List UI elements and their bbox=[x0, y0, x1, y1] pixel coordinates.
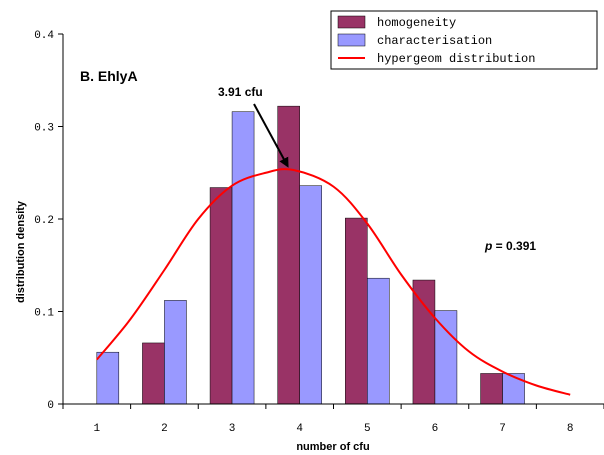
bar-characterisation-5 bbox=[367, 277, 390, 405]
y-tick-label: 0 bbox=[47, 400, 54, 412]
bar-homogeneity-7 bbox=[480, 373, 503, 405]
p-value-annotation: p = 0.391 bbox=[484, 239, 536, 253]
bar-homogeneity-4 bbox=[277, 105, 300, 405]
x-tick-label: 6 bbox=[432, 423, 439, 435]
bar-characterisation-1 bbox=[96, 351, 120, 405]
x-tick-label: 5 bbox=[364, 423, 371, 435]
legend-label-characterisation: characterisation bbox=[377, 34, 492, 48]
y-tick-labels: 0 0.1 0.2 0.3 0.4 bbox=[34, 30, 54, 412]
x-tick-label: 3 bbox=[229, 423, 236, 435]
legend-box bbox=[330, 10, 598, 70]
bar-homogeneity-2 bbox=[142, 342, 165, 405]
y-tick-label: 0.4 bbox=[34, 30, 54, 42]
bar-characterisation-7 bbox=[502, 373, 525, 405]
p-value: = 0.391 bbox=[492, 239, 536, 253]
x-tick-labels: 1 2 3 4 5 6 7 8 bbox=[94, 423, 574, 435]
peak-annotation: 3.91 cfu bbox=[218, 85, 289, 168]
bar-homogeneity-3 bbox=[209, 187, 233, 405]
legend-label-hypergeom: hypergeom distribution bbox=[377, 52, 535, 66]
bar-homogeneity-6 bbox=[412, 279, 436, 405]
legend-swatch-homogeneity bbox=[337, 15, 366, 29]
bars-layer bbox=[96, 105, 525, 405]
curve-layer bbox=[96, 168, 571, 396]
bar-characterisation-3 bbox=[231, 111, 255, 405]
legend-label-homogeneity: homogeneity bbox=[377, 16, 456, 30]
y-axis-title: distribution density bbox=[15, 200, 27, 303]
bar-characterisation-6 bbox=[434, 310, 458, 405]
x-tick-label: 1 bbox=[94, 423, 101, 435]
p-symbol: p bbox=[484, 239, 492, 253]
legend-swatch-characterisation bbox=[337, 33, 366, 47]
hypergeom-curve bbox=[96, 168, 571, 396]
x-tick-label: 4 bbox=[296, 423, 303, 435]
peak-label: 3.91 cfu bbox=[218, 85, 263, 99]
legend: homogeneity characterisation hypergeom d… bbox=[330, 10, 598, 70]
y-tick-label: 0.2 bbox=[34, 215, 54, 227]
x-axis-title: number of cfu bbox=[296, 441, 369, 453]
bar-characterisation-2 bbox=[164, 300, 187, 405]
bar-homogeneity-5 bbox=[345, 217, 368, 405]
x-tick-label: 8 bbox=[567, 423, 574, 435]
bar-characterisation-4 bbox=[299, 185, 322, 405]
axes-layer bbox=[58, 33, 604, 409]
y-tick-label: 0.3 bbox=[34, 123, 54, 135]
y-tick-label: 0.1 bbox=[34, 308, 54, 320]
x-tick-label: 7 bbox=[499, 423, 506, 435]
panel-label: B. EhlyA bbox=[80, 68, 138, 84]
x-tick-label: 2 bbox=[161, 423, 168, 435]
peak-arrow bbox=[253, 103, 289, 168]
